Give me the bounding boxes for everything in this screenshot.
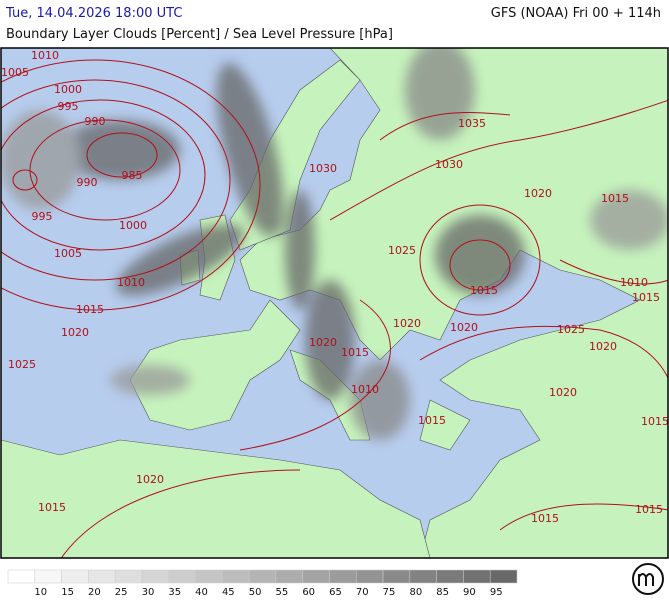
legend-label: 95: [490, 587, 503, 598]
legend-swatch: [114, 569, 143, 584]
legend-label: 75: [383, 587, 396, 598]
isobar-label: 1020: [136, 473, 164, 486]
isobar-label: 1015: [76, 303, 104, 316]
legend-label: 80: [409, 587, 422, 598]
legend-swatch: [141, 569, 169, 584]
isobar-label: 1015: [531, 512, 559, 525]
africa: [1, 439, 431, 558]
legend-swatch: [436, 569, 464, 584]
isobar-label: 1000: [54, 83, 82, 96]
isobar-label: 1025: [388, 244, 416, 257]
legend-label: 70: [356, 587, 369, 598]
isobar-label: 1030: [435, 158, 463, 171]
legend: 10 15 20 25 30 35 40 45 50 55 60 65 70 75 80 85 90 95: [7, 569, 518, 598]
legend-label: 65: [329, 587, 342, 598]
isobar-label: 1030: [309, 162, 337, 175]
isobar-label: 995: [58, 100, 79, 113]
valid-time: Tue, 14.04.2026 18:00 UTC: [6, 6, 183, 21]
isobar-label: 1000: [119, 219, 147, 232]
logo: [632, 563, 664, 595]
legend-swatch: [88, 569, 116, 584]
isobar-label: 1015: [418, 414, 446, 427]
legend-label: 25: [115, 587, 128, 598]
legend-label: 90: [463, 587, 476, 598]
isobar-label: 1020: [309, 336, 337, 349]
legend-swatch: [7, 569, 36, 584]
isobar-label: 995: [32, 210, 53, 223]
legend-swatch: [356, 569, 384, 584]
legend-label: 15: [61, 587, 74, 598]
legend-swatch: [489, 569, 518, 584]
isobar-label: 990: [85, 115, 106, 128]
isobar-label: 1020: [589, 340, 617, 353]
legend-label: 35: [168, 587, 181, 598]
legend-label: 40: [195, 587, 208, 598]
isobar-label: 1025: [8, 358, 36, 371]
isobar-label: 1005: [54, 247, 82, 260]
legend-swatch: [329, 569, 357, 584]
isobar-label: 1020: [450, 321, 478, 334]
legend-label: 10: [34, 587, 47, 598]
legend-label: 50: [249, 587, 262, 598]
isobar-label: 1010: [351, 383, 379, 396]
legend-label: 85: [436, 587, 449, 598]
isobar-label: 990: [77, 176, 98, 189]
isobar-label: 1025: [557, 323, 585, 336]
isobar-label: 1010: [620, 276, 648, 289]
isobar-label: 1010: [31, 49, 59, 62]
map-title: Boundary Layer Clouds [Percent] / Sea Le…: [6, 27, 393, 42]
isobar-label: 1015: [38, 501, 66, 514]
legend-swatch: [34, 569, 62, 584]
legend-swatch: [382, 569, 411, 584]
legend-label: 20: [88, 587, 101, 598]
legend-swatch: [248, 569, 277, 584]
legend-swatch: [222, 569, 250, 584]
model-run: GFS (NOAA) Fri 00 + 114h: [490, 6, 661, 21]
isobar-label: 1020: [393, 317, 421, 330]
legend-label: 60: [302, 587, 315, 598]
isobar-label: 1035: [458, 117, 486, 130]
isobar-label: 1015: [341, 346, 369, 359]
isobar-label: 985: [122, 169, 143, 182]
legend-swatch: [409, 569, 437, 584]
map-body: 1010100510009959909859909951000100510101…: [1, 48, 669, 558]
map-frame: [0, 47, 669, 559]
isobar-labels: 1010100510009959909859909951000100510101…: [1, 49, 669, 525]
legend-swatch: [463, 569, 491, 584]
legend-swatch: [275, 569, 303, 584]
isobar-label: 1015: [601, 192, 629, 205]
isobar-label: 1020: [61, 326, 89, 339]
legend-swatch: [168, 569, 196, 584]
legend-swatch: [61, 569, 89, 584]
legend-label: 55: [276, 587, 289, 598]
isobar-label: 1020: [549, 386, 577, 399]
isobar-label: 1010: [117, 276, 145, 289]
clouds: [1, 48, 668, 440]
legend-label: 45: [222, 587, 235, 598]
legend-swatch: [302, 569, 330, 584]
greece: [419, 399, 471, 451]
legend-label: 30: [142, 587, 155, 598]
isobar-label: 1015: [641, 415, 669, 428]
isobar-label: 1005: [1, 66, 29, 79]
legend-swatch: [195, 569, 223, 584]
isobar-label: 1020: [524, 187, 552, 200]
isobar-label: 1015: [470, 284, 498, 297]
isobar-label: 1015: [635, 503, 663, 516]
isobars: [1, 59, 668, 558]
isobar-label: 1015: [632, 291, 660, 304]
